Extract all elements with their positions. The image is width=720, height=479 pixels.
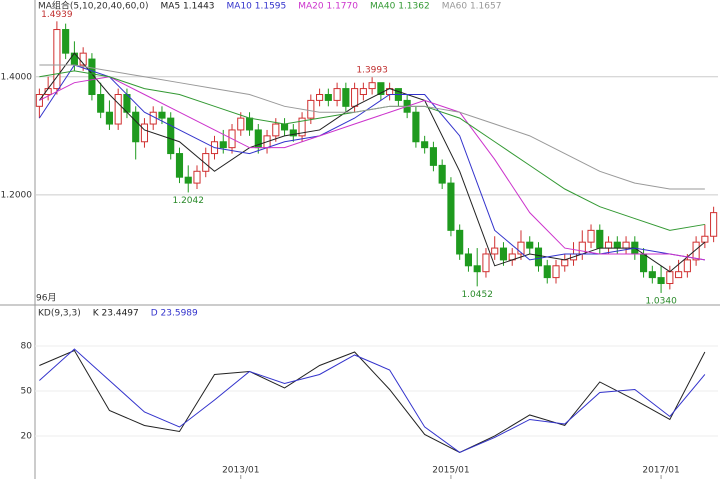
candle-body (105, 111, 113, 125)
candle-body (675, 271, 683, 279)
candle-body (272, 123, 280, 137)
candle-body (316, 94, 324, 101)
candle-body (482, 253, 490, 273)
candle-body (666, 271, 674, 285)
series-line (38, 64, 705, 261)
candle-body (491, 247, 499, 255)
candle-body (587, 229, 595, 243)
candle-body (596, 229, 604, 249)
legend-entry: MA5 1.1443 (161, 2, 215, 12)
x-tick-label: 2015/01 (432, 466, 469, 476)
candle-body (245, 117, 254, 131)
candle-body (517, 241, 525, 255)
candle-body (359, 88, 367, 96)
candle-body (692, 241, 700, 261)
candle-body (438, 164, 446, 184)
candle-body (140, 123, 149, 143)
y-tick-label: 20 (21, 431, 33, 441)
candle-body (97, 94, 105, 113)
candle-body (683, 259, 691, 273)
candle-body (578, 241, 586, 255)
candle-body (62, 29, 70, 54)
candle-body (421, 141, 429, 149)
candle-body (561, 259, 569, 267)
legend-entry: MA40 1.1362 (370, 2, 430, 12)
high-annotation: 1.4939 (41, 10, 73, 20)
series-line (39, 76, 705, 261)
candle-body (298, 117, 306, 137)
candle-body (648, 271, 656, 279)
candle-body (342, 88, 350, 107)
candle-body (499, 247, 508, 261)
candle-body (710, 212, 718, 237)
candle-body (175, 153, 184, 178)
legend-title: KD(9,3,3) (38, 309, 81, 319)
candle-body (464, 253, 473, 267)
candle-body (657, 277, 665, 285)
series-line (39, 349, 706, 454)
candle-body (701, 235, 709, 243)
legend-entry: MA10 1.1595 (227, 2, 287, 12)
high-annotation: 1.3993 (356, 66, 388, 76)
legend-entry: K 23.4497 (93, 309, 139, 319)
candle-body (543, 265, 551, 279)
candle-body (114, 94, 122, 125)
candle-body (534, 247, 543, 267)
legend-entry: MA60 1.1657 (442, 2, 502, 12)
candle-body (604, 241, 613, 249)
y-tick-label: 1.2000 (1, 190, 33, 200)
y-tick-label: 80 (21, 341, 33, 351)
candle-body (193, 170, 201, 184)
y-tick-label: 50 (21, 386, 33, 396)
candle-body (429, 147, 437, 166)
candle-body (552, 265, 560, 279)
candle-body (324, 94, 332, 101)
series-line (39, 348, 706, 454)
candle-body (202, 153, 210, 172)
legend-title: MA组合(5,10,20,40,60,0) (38, 0, 149, 12)
low-annotation: 1.2042 (172, 196, 204, 206)
x-tick-label: 2013/01 (222, 466, 259, 476)
candle-body (640, 253, 648, 273)
candle-body (526, 241, 534, 249)
candle-body (79, 52, 87, 66)
candle-body (184, 176, 192, 184)
legend-entry: D 23.5989 (151, 309, 198, 319)
candle-body (158, 111, 166, 119)
candle-body (377, 82, 385, 96)
candle-body (53, 29, 61, 90)
candle-body (412, 111, 420, 143)
y-tick-label: 1.4000 (1, 72, 33, 82)
legend-entry: MA20 1.1770 (298, 2, 358, 12)
candle-body (289, 129, 297, 137)
candle-body (368, 82, 376, 90)
candle-body (219, 141, 227, 149)
candle-body (307, 99, 315, 119)
candle-body (447, 182, 455, 231)
count-label: 96月 (36, 293, 56, 304)
candle-body (167, 117, 175, 155)
candle-body (280, 123, 289, 131)
candle-body (622, 241, 630, 249)
candle-body (351, 88, 359, 107)
series-line (39, 64, 705, 190)
x-tick-label: 2017/01 (642, 466, 679, 476)
candle-body (473, 265, 481, 273)
candle-body (613, 241, 621, 249)
candle-body (132, 111, 140, 143)
low-annotation: 1.0340 (645, 296, 677, 306)
candle-body (237, 117, 245, 131)
candle-body (333, 88, 341, 101)
candle-body (456, 229, 464, 255)
low-annotation: 1.0452 (461, 290, 493, 300)
series-line (38, 52, 706, 273)
